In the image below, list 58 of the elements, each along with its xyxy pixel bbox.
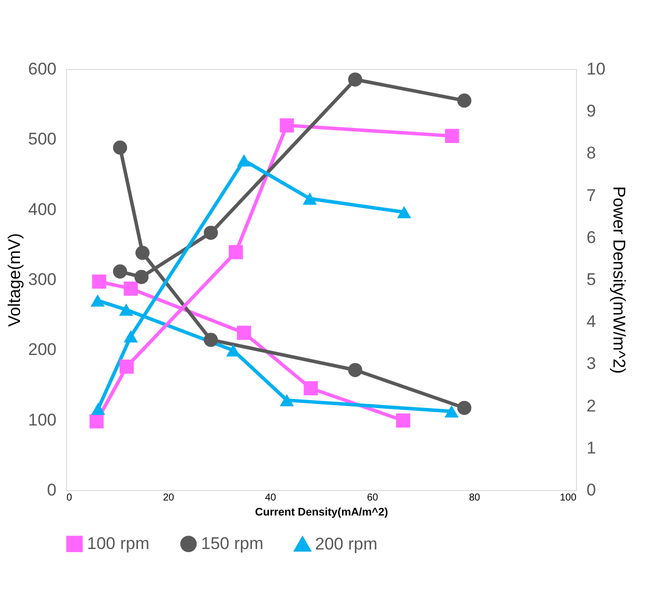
point [228,245,243,260]
point [204,226,218,240]
y2-tick-label: 1 [586,438,596,458]
y2-axis-title: Power Density(mW/m^2) [609,186,628,374]
x-tick-label: 100 [560,492,577,504]
point [445,128,460,144]
x-tick-label: 80 [468,492,480,504]
y-tick-label: 400 [28,200,56,219]
y2-tick-label: 6 [586,228,596,247]
x-tick-label: 20 [162,492,174,504]
y2-tick-label: 9 [586,102,596,121]
y2-tick-label: 2 [586,396,596,416]
y2-tick-label: 8 [586,144,596,163]
point [348,362,362,378]
point [457,94,472,108]
legend-label: 150 rpm [201,534,264,553]
point [120,360,134,374]
point [280,394,294,406]
y-tick-label: 200 [28,340,56,360]
point [302,192,317,205]
y-tick-label: 500 [28,130,56,149]
point [112,140,128,155]
y2-tick-label: 3 [586,354,596,374]
y-tick-label: 300 [28,270,56,289]
y2-tick-label: 4 [586,312,596,332]
y-tick-label: 600 [28,60,56,78]
x-tick-label: 60 [366,492,378,504]
point [90,294,105,307]
point [397,206,412,218]
point [124,282,138,296]
y-tick-label: 100 [28,410,56,430]
point [396,413,410,428]
point [444,405,459,418]
point [457,400,472,415]
legend-label: 100 rpm [87,534,150,553]
point [112,264,128,279]
x-tick-label: 40 [264,492,276,504]
point [236,154,252,166]
point [119,304,134,316]
x-axis-title: Current Density(mA/m^2) [255,506,388,518]
point [90,414,104,428]
point [348,72,362,87]
y-axis-title: Voltage(mV) [5,233,24,327]
legend-label: 200 rpm [315,534,378,554]
point [124,330,138,342]
x-tick-label: 0 [66,492,72,504]
point [204,332,218,347]
y2-tick-label: 10 [586,60,606,78]
point [92,274,106,289]
point [91,402,106,415]
point [226,344,240,356]
point [304,381,318,396]
point [236,326,252,340]
point [135,246,150,260]
y2-tick-label: 5 [586,270,596,289]
y2-tick-label: 7 [586,186,596,205]
point [280,118,294,132]
point [134,270,149,284]
